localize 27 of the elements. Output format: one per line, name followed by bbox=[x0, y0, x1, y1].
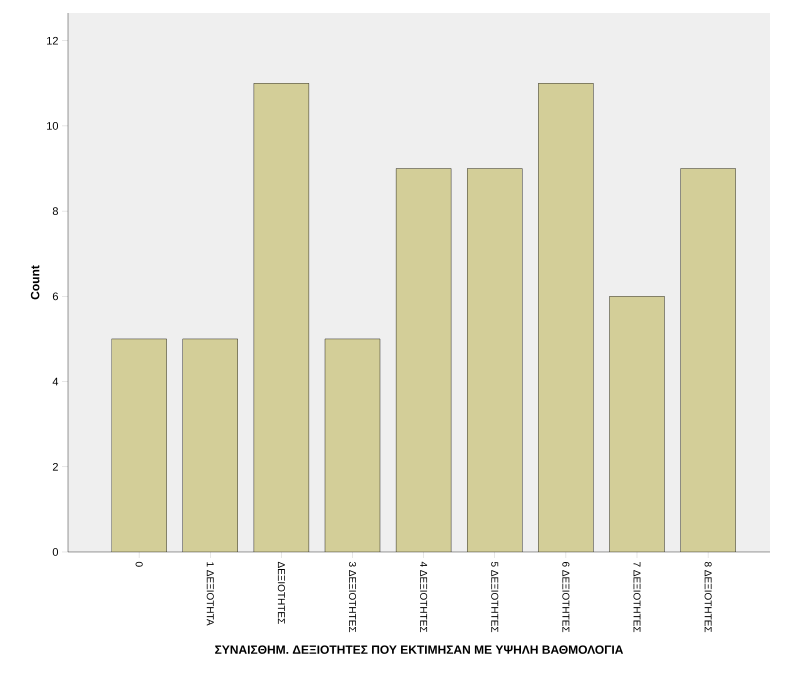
bar bbox=[609, 296, 664, 552]
x-tick-label: 8 ΔΕΞΙΟΤΗΤΕΣ bbox=[704, 562, 712, 632]
y-tick-label: 8 bbox=[52, 207, 58, 216]
bar bbox=[325, 338, 380, 552]
y-tick-label: 0 bbox=[52, 548, 58, 556]
x-tick-label: 6 ΔΕΞΙΟΤΗΤΕΣ bbox=[562, 562, 570, 632]
x-axis-title: ΣΥΝΑΙΣΘΗΜ. ΔΕΞΙΟΤΗΤΕΣ ΠΟΥ ΕΚΤΙΜΗΣΑΝ ΜΕ ΥΨΗΛΗ ΒΑΘΜΟΛΟΓΙΑ bbox=[215, 645, 624, 654]
x-tick-label: ΔΕΞΙΟΤΗΤΕΣ bbox=[278, 562, 285, 624]
x-tick-label: 1 ΔΕΞΙΟΤΗΤΑ bbox=[206, 562, 214, 626]
y-tick-label: 12 bbox=[47, 36, 58, 45]
y-tick-label: 10 bbox=[47, 122, 58, 130]
bar bbox=[254, 83, 309, 552]
x-tick-label: 0 bbox=[136, 562, 143, 567]
y-tick-label: 4 bbox=[52, 378, 58, 386]
y-axis-title: Count bbox=[30, 265, 40, 300]
bar bbox=[112, 338, 167, 552]
bar bbox=[538, 83, 594, 552]
x-tick-label: 3 ΔΕΞΙΟΤΗΤΕΣ bbox=[348, 562, 356, 632]
y-tick-label: 2 bbox=[52, 462, 58, 471]
bar bbox=[467, 168, 522, 552]
bar bbox=[680, 168, 736, 552]
bar bbox=[396, 168, 452, 552]
x-tick-label: 4 ΔΕΞΙΟΤΗΤΕΣ bbox=[420, 562, 428, 632]
x-tick-label: 5 ΔΕΞΙΟΤΗΤΕΣ bbox=[491, 562, 498, 632]
x-tick-label: 7 ΔΕΞΙΟΤΗΤΕΣ bbox=[633, 562, 641, 632]
bar bbox=[182, 338, 238, 552]
y-tick-label: 6 bbox=[52, 292, 58, 300]
